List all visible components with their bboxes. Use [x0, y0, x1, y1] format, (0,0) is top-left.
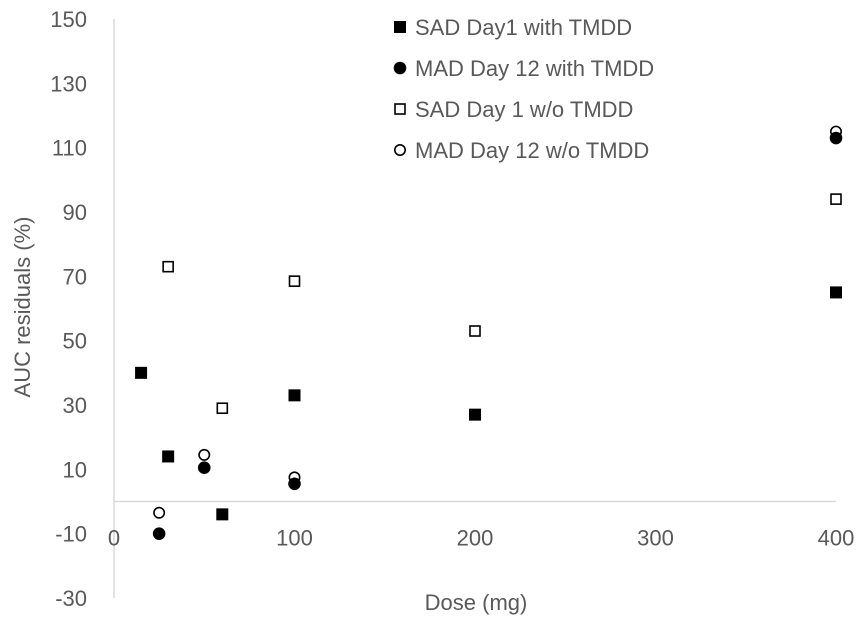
data-point — [830, 193, 842, 205]
y-tick-labels: -30 -10 10 30 50 70 90 110 130 150 — [50, 7, 87, 611]
series-4 — [153, 125, 842, 519]
data-point — [216, 402, 229, 415]
data-point — [198, 448, 211, 461]
data-point — [135, 366, 148, 379]
x-tick-label: 400 — [818, 526, 855, 551]
x-tick-label: 0 — [108, 526, 120, 551]
data-point — [288, 275, 301, 287]
axes — [113, 19, 836, 598]
legend-label: SAD Day 1 w/o TMDD — [415, 97, 633, 122]
data-point — [469, 408, 481, 421]
y-tick-label: 70 — [63, 264, 87, 289]
legend-label: SAD Day1 with TMDD — [415, 15, 632, 40]
series-1 — [135, 286, 842, 521]
data-point — [830, 286, 842, 299]
y-tick-label: 90 — [63, 200, 87, 225]
series-3 — [162, 193, 842, 415]
data-point — [153, 506, 166, 519]
legend-entry: SAD Day1 with TMDD — [394, 15, 632, 40]
y-axis-label: AUC residuals (%) — [10, 217, 35, 398]
legend-entry: MAD Day 12 with TMDD — [393, 56, 654, 81]
data-point — [152, 527, 166, 540]
y-tick-label: 30 — [63, 393, 87, 418]
data-point — [162, 260, 174, 273]
legend: SAD Day1 with TMDD MAD Day 12 with TMDD SA… — [393, 15, 654, 163]
legend-marker — [393, 144, 406, 157]
series-2 — [152, 131, 843, 540]
data-point — [288, 477, 301, 491]
x-tick-labels: 0 100 200 300 400 — [108, 526, 854, 551]
x-tick-label: 200 — [457, 526, 494, 551]
y-tick-label: 50 — [63, 329, 87, 354]
y-tick-label: 150 — [50, 7, 87, 32]
data-point — [829, 131, 843, 145]
data-point — [288, 389, 301, 402]
y-tick-label: 10 — [63, 457, 87, 482]
x-tick-label: 300 — [637, 526, 674, 551]
data-point — [162, 450, 175, 463]
legend-marker — [394, 21, 406, 33]
legend-entry: SAD Day 1 w/o TMDD — [394, 97, 633, 122]
data-point — [216, 508, 229, 521]
y-tick-label: 130 — [50, 71, 87, 96]
y-tick-label: -30 — [55, 586, 87, 611]
y-tick-label: 110 — [52, 136, 87, 161]
legend-label: MAD Day 12 with TMDD — [415, 56, 654, 81]
legend-entry: MAD Day 12 w/o TMDD — [393, 138, 649, 163]
data-point — [197, 461, 211, 475]
x-axis-label: Dose (mg) — [425, 590, 528, 615]
data-point — [469, 325, 481, 337]
legend-label: MAD Day 12 w/o TMDD — [415, 138, 649, 163]
y-tick-label: -10 — [55, 522, 87, 547]
legend-marker — [393, 61, 407, 75]
x-tick-label: 100 — [276, 526, 313, 551]
legend-marker — [394, 103, 406, 115]
data-points — [135, 125, 843, 540]
